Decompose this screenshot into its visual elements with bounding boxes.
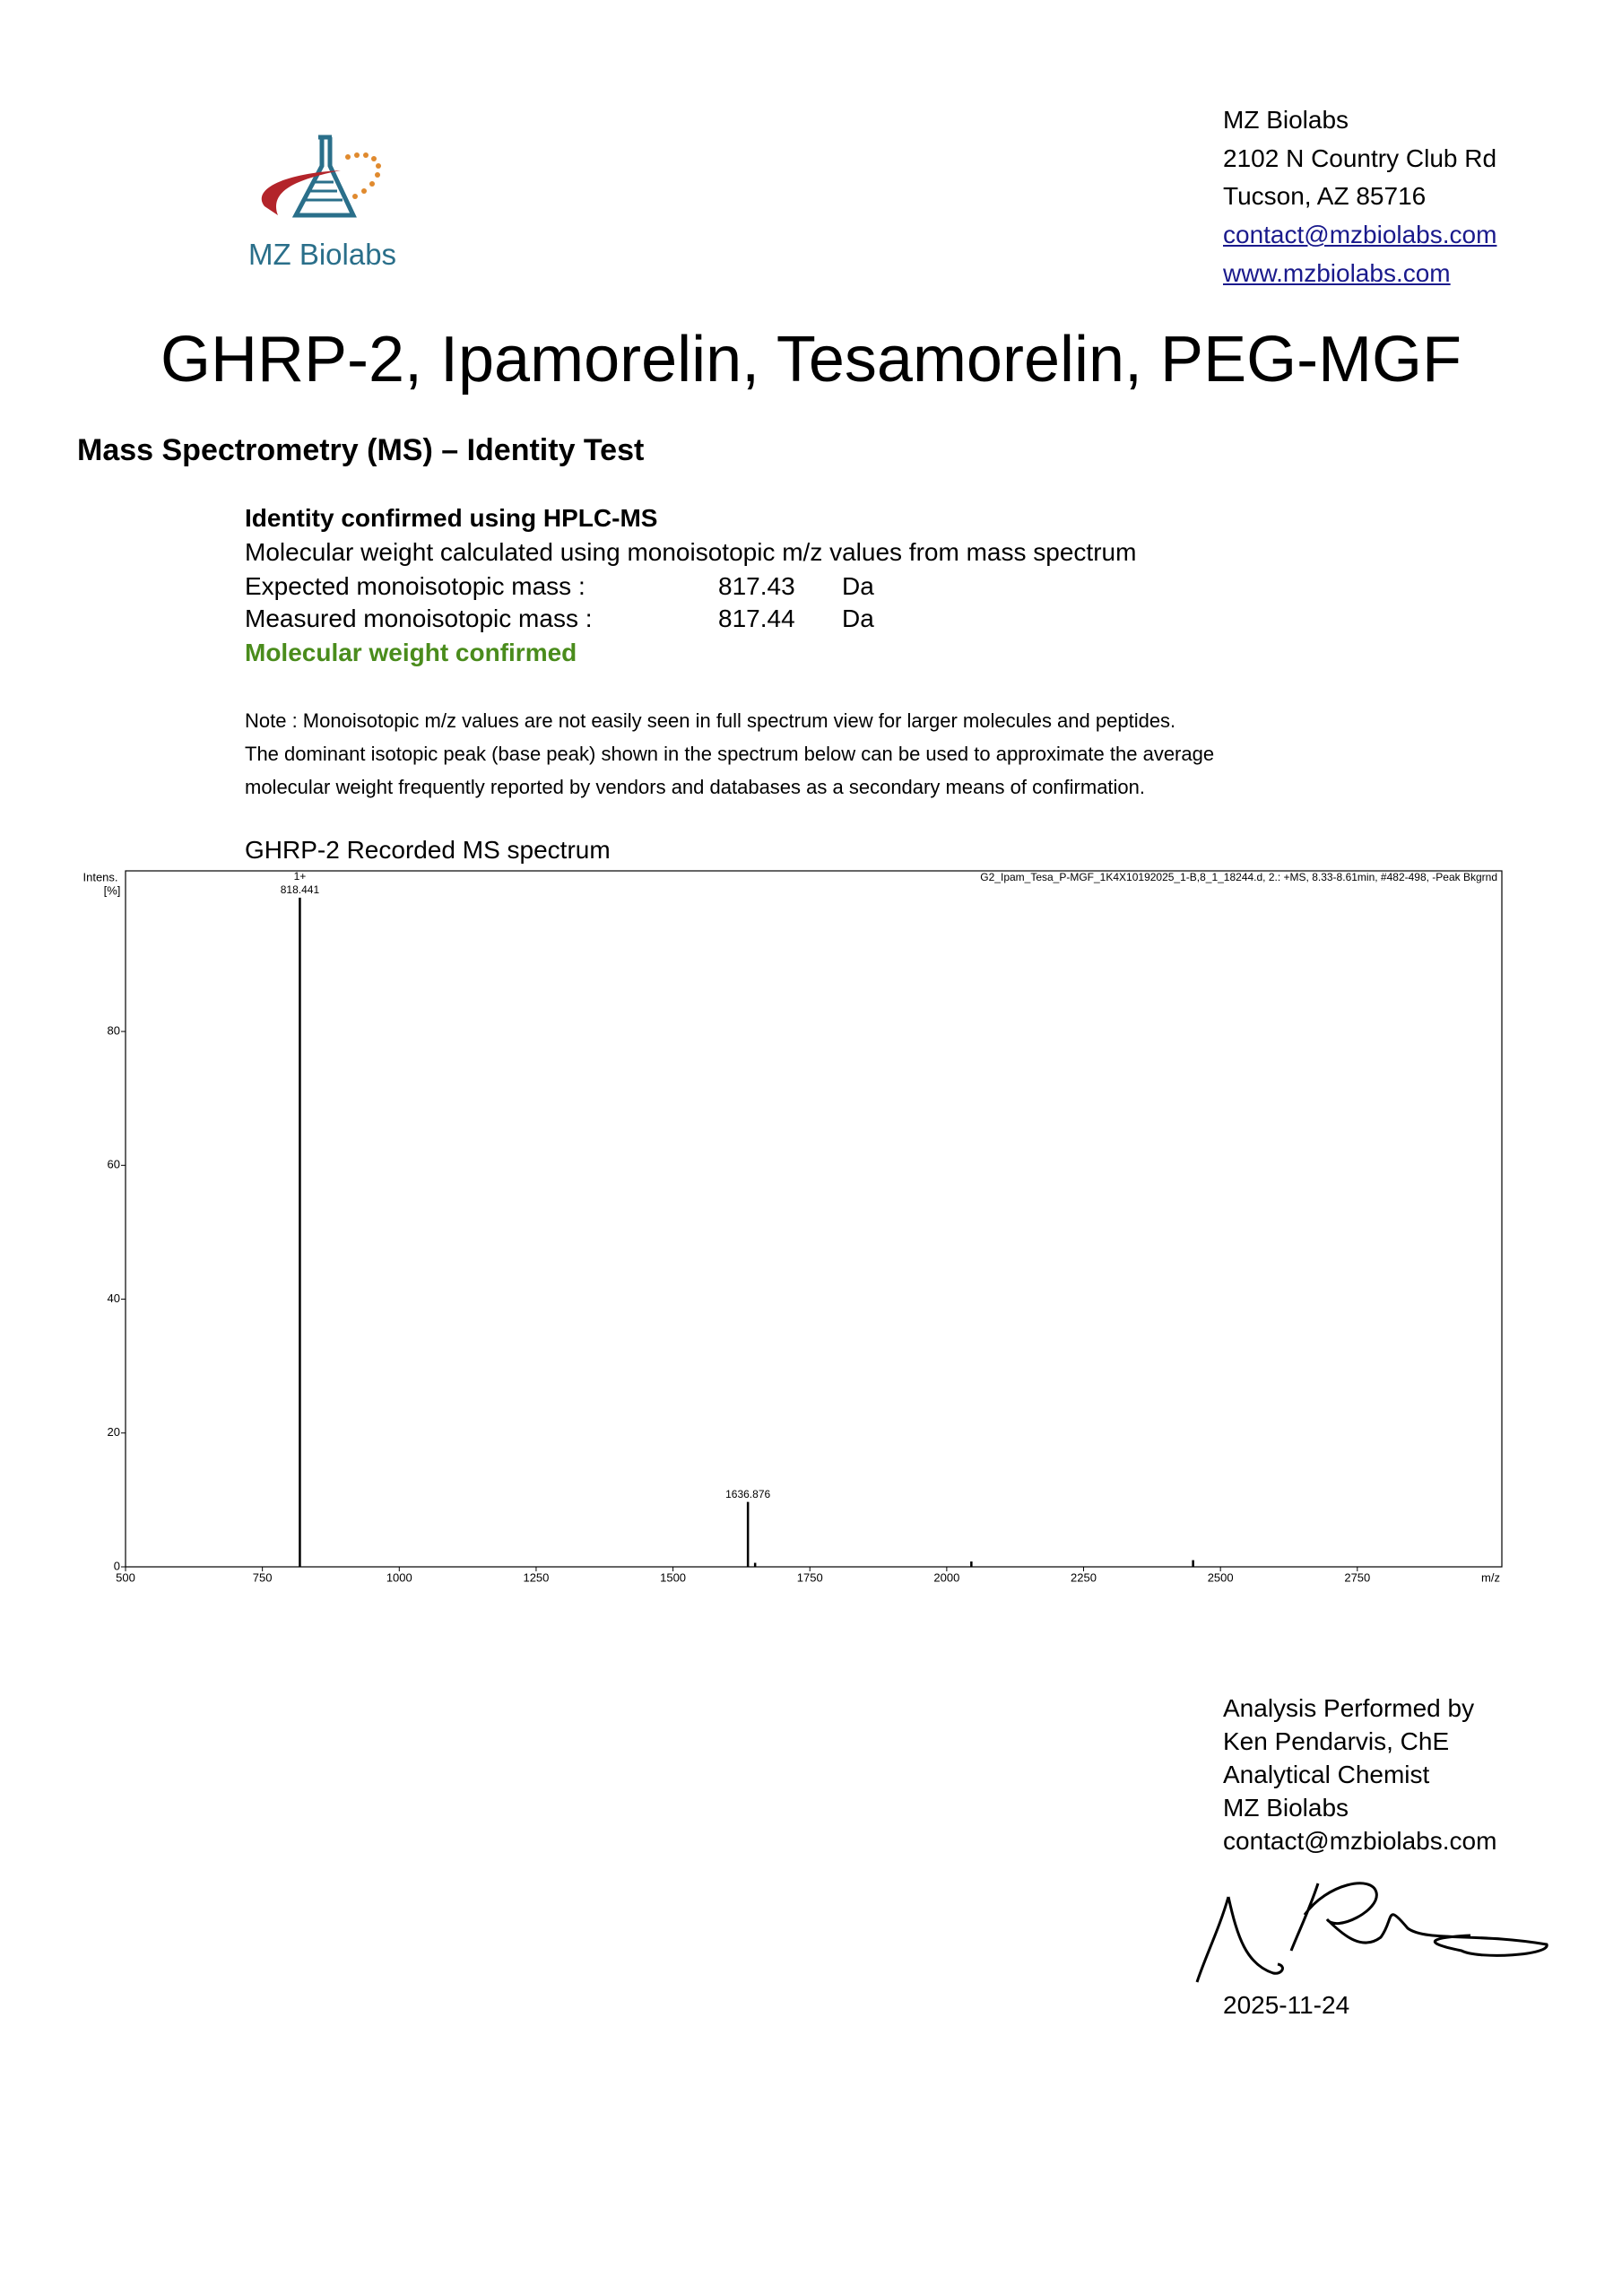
x-tick-label: 1250: [523, 1570, 549, 1584]
row-label: Expected monoisotopic mass :: [245, 572, 585, 600]
signature-line: MZ Biolabs: [1223, 1794, 1349, 1822]
file-info: G2_Ipam_Tesa_P-MGF_1K4X10192025_1-B,8_1_…: [980, 871, 1497, 883]
signature: [1195, 1882, 1548, 1983]
logo-flask: [291, 135, 357, 218]
signature-line: Ken Pendarvis, ChE: [1223, 1727, 1450, 1755]
address-line: Tucson, AZ 85716: [1223, 182, 1427, 210]
x-tick-label: 500: [116, 1570, 135, 1584]
row-unit: Da: [842, 572, 874, 600]
chart-title: GHRP-2 Recorded MS spectrum: [245, 836, 611, 864]
signature-line: contact@mzbiolabs.com: [1223, 1827, 1497, 1855]
y-tick-label: 40: [108, 1292, 120, 1305]
signature-line: Analytical Chemist: [1223, 1761, 1430, 1788]
address-line: MZ Biolabs: [1223, 106, 1349, 134]
row-value: 817.43: [718, 572, 795, 600]
logo-lines: [305, 180, 343, 202]
y-tick-label: 20: [108, 1425, 120, 1439]
note-line: molecular weight frequently reported by …: [245, 776, 1146, 798]
row-label: Measured monoisotopic mass :: [245, 604, 593, 632]
logo-swoosh: [261, 170, 341, 215]
x-label: m/z: [1481, 1570, 1500, 1584]
website-link[interactable]: www.mzbiolabs.com: [1223, 259, 1451, 287]
x-tick-label: 1500: [660, 1570, 686, 1584]
peak-label: 818.441: [281, 883, 320, 896]
date: 2025-11-24: [1223, 1991, 1350, 2019]
y-label: Intens.: [82, 870, 117, 883]
identity-method: Molecular weight calculated using monois…: [245, 538, 1137, 566]
x-tick-label: 2000: [933, 1570, 959, 1584]
logo-text: MZ Biolabs: [248, 238, 397, 271]
row-unit: Da: [842, 604, 874, 632]
email-link[interactable]: contact@mzbiolabs.com: [1223, 221, 1497, 248]
plot-frame: [125, 870, 1503, 1568]
y-tick-label: 0: [114, 1559, 120, 1572]
x-tick-label: 2500: [1208, 1570, 1234, 1584]
identity-heading: Identity confirmed using HPLC-MS: [245, 504, 658, 532]
signature-line: Analysis Performed by: [1223, 1694, 1475, 1722]
note-line: The dominant isotopic peak (base peak) s…: [245, 743, 1215, 765]
x-tick-label: 750: [253, 1570, 273, 1584]
signature-stroke: [1195, 1882, 1548, 1983]
charge-label: 1+: [294, 870, 307, 883]
note-line: Note : Monoisotopic m/z values are not e…: [245, 709, 1176, 732]
identity-result: Molecular weight confirmed: [245, 639, 577, 666]
peak-label: 1636.876: [725, 1488, 770, 1500]
logo-dots: [345, 152, 381, 199]
x-tick-label: 1000: [386, 1570, 412, 1584]
logo: [261, 135, 381, 218]
x-tick-label: 2250: [1071, 1570, 1097, 1584]
row-value: 817.44: [718, 604, 795, 632]
address-line: 2102 N Country Club Rd: [1223, 144, 1497, 172]
section-heading: Mass Spectrometry (MS) – Identity Test: [77, 433, 645, 467]
document-title: GHRP-2, Ipamorelin, Tesamorelin, PEG-MGF: [160, 324, 1462, 396]
x-tick-label: 2750: [1344, 1570, 1370, 1584]
x-tick-label: 1750: [797, 1570, 823, 1584]
chart: Intens. [%] G2_Ipam_Tesa_P-MGF_1K4X10192…: [82, 870, 1503, 1584]
y-unit: [%]: [104, 883, 121, 897]
y-tick-label: 80: [108, 1024, 120, 1038]
y-tick-label: 60: [108, 1158, 120, 1171]
